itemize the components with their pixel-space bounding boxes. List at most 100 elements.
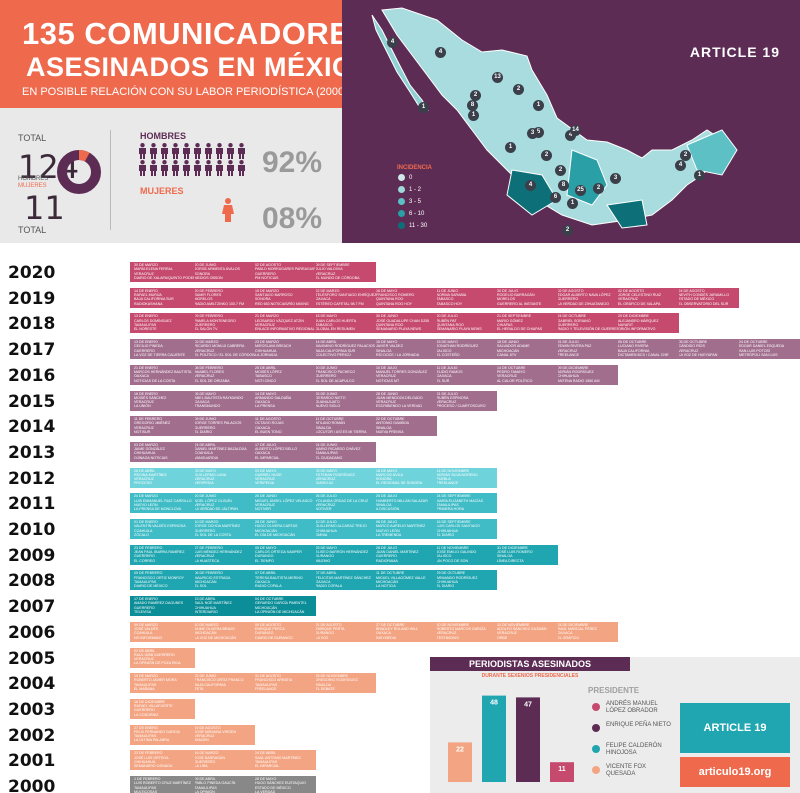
mujeres-count: 11 bbox=[24, 189, 65, 227]
entry-name: RICARDO MONLUI CABRERA bbox=[194, 344, 245, 349]
entry-state: TABASCO bbox=[315, 322, 333, 327]
entry-name: MARCO AURELIO MARTÍNEZ bbox=[376, 524, 426, 529]
entry-outlet: PROCESO / CUARTOSCURO bbox=[436, 404, 486, 409]
timeline-bar: 17 DE ENERO AMADO RAMÍREZ DAGUNES GUERRERO… bbox=[130, 596, 316, 617]
entry-outlet: SEMANARIO PLAYA NEWS bbox=[376, 327, 422, 332]
entry-state: OAXACA bbox=[255, 451, 270, 456]
journalist-entry: 05 DE OCTUBRE CÁNDIDO RÍOS VERACRUZ LA VOZ … bbox=[679, 340, 739, 357]
entry-outlet: LA ÚLTIMA PALABRA bbox=[134, 738, 170, 743]
entry-outlet: MEDIOS OBSON bbox=[194, 275, 223, 280]
entry-name: JOSÉ VALDÉS bbox=[134, 627, 159, 632]
entry-state: CHIHUAHUA bbox=[436, 528, 458, 533]
entry-date: 21 DE ENERO bbox=[134, 365, 158, 370]
entry-state: MICHOACÁN bbox=[497, 348, 519, 353]
journalist-entry: 28 DE JUNIO JUAN MENDOZA DELGADO VERACRUZ E… bbox=[376, 392, 436, 409]
map-marker: 6 bbox=[550, 192, 561, 203]
entry-name: ALEJANDRO MÁRQUEZ bbox=[618, 318, 659, 323]
entry-state: VERACRUZ bbox=[436, 400, 457, 405]
entry-date: 31 DE JULIO bbox=[436, 391, 458, 396]
journalist-entry: 19 DE MARZO ROBERTO JAVIER MORA TAMAULIPAS… bbox=[134, 674, 194, 691]
journalist-entry: 21 DE AGOSTO ENRIQUE PERTA DURANGO LA VOZ bbox=[316, 623, 376, 640]
journalist-entry: 06 DE MAYO ABEL BAUTISTA RAYMUNDO OAXACA TR… bbox=[195, 392, 255, 409]
map-marker: 3 bbox=[610, 173, 621, 184]
entry-date: 20 DE FEBRERO bbox=[194, 288, 223, 293]
entry-outlet: EL SOL DE LA COSTA bbox=[194, 532, 232, 537]
entry-outlet: EL DIARIO bbox=[436, 532, 455, 537]
entry-date: 05 DE MAYO bbox=[255, 545, 277, 550]
entry-outlet: EL SOL DE ACAPULCO bbox=[315, 378, 355, 383]
entry-state: MICHOACÁN bbox=[255, 528, 277, 533]
entry-state: TAMAULIPAS bbox=[255, 682, 278, 687]
man-icon bbox=[172, 160, 179, 176]
entry-state: NUEVO LEÓN bbox=[376, 528, 400, 533]
entry-state: BAJA CALIFORNIA SUR bbox=[134, 297, 174, 302]
entry-state: CHIAPAS bbox=[497, 322, 513, 327]
entry-state: ESTADO DE MÉXICO bbox=[678, 297, 715, 302]
timeline-bar: 21 DE ENERO MARCOS HERNÁNDEZ BAUTISTA OAXA… bbox=[130, 364, 618, 385]
timeline-bar: 19 DE MARZO ROBERTO JAVIER MORA TAMAULIPAS… bbox=[130, 673, 376, 694]
entry-outlet: RADIORAMA bbox=[376, 558, 398, 563]
entry-date: 11 DE OCTUBRE bbox=[376, 571, 405, 576]
entry-state: OAXACA bbox=[255, 425, 270, 430]
entry-state: TAMAULIPAS bbox=[315, 451, 338, 456]
entry-outlet: NOTICIAS MT bbox=[376, 378, 400, 383]
entry-state: GUERRERO bbox=[134, 348, 155, 353]
entry-outlet: DIARIO DE DURANGO bbox=[255, 635, 293, 640]
entry-state: JALISCO bbox=[436, 348, 452, 353]
journalist-entry: 09 DE FEBRERO FRANCISCO ORTIZ MONROY TAMAU… bbox=[134, 571, 194, 588]
entry-state: TAMAULIPAS bbox=[134, 579, 157, 584]
journalist-entry: 29 DE OCTUBRE ARMANDO RODRÍGUEZ CHIHUAHUA E… bbox=[437, 571, 497, 588]
entry-name: JUAN CARLOS HUERTA bbox=[315, 318, 357, 323]
journalist-entry: 18 DE JUNIO SALVADOR ADAME MICHOACÁN CANAL … bbox=[497, 340, 557, 357]
entry-name: LUIS ROBERTO CRUZ MARTÍNEZ bbox=[134, 781, 191, 786]
man-icon bbox=[139, 160, 146, 176]
journalist-entry: 03 DE MAYO GABRIEL HUGE VERACRUZ VERIPEDIA bbox=[255, 469, 315, 486]
entry-date: 24 DE MARZO bbox=[134, 494, 158, 499]
legend-label: 3 - 5 bbox=[409, 198, 422, 205]
entry-date: 15 DE MARZO bbox=[255, 288, 279, 293]
timeline-year: 2020 bbox=[0, 262, 128, 284]
entry-name: CECILIO PINEDA bbox=[134, 344, 163, 349]
entry-state: QUINTANA ROO bbox=[436, 322, 464, 327]
entry-date: 28 DE NOVIEMBRE bbox=[315, 674, 349, 679]
timeline-year: 2010 bbox=[0, 519, 128, 541]
website-link[interactable]: articulo19.org bbox=[680, 757, 790, 787]
journalist-entry: 14 DE ENERO RAFAEL MURÚA BAJA CALIFORNIA S… bbox=[134, 289, 194, 306]
timeline-year: 2006 bbox=[0, 621, 128, 644]
entry-state: VERACRUZ bbox=[134, 400, 154, 405]
entry-state: GUERRERO bbox=[557, 297, 579, 302]
total-label-2: TOTAL bbox=[18, 225, 47, 235]
entry-name: JOSÉ GUADALUPE CHAN DZIB bbox=[376, 318, 429, 323]
map-marker: 14 bbox=[570, 125, 581, 136]
entry-state: VERACRUZ bbox=[194, 554, 215, 559]
timeline-bar: 03 DE MARZO JAIME GONZÁLEZ CHIHUAHUA OJINAG… bbox=[130, 441, 376, 462]
entry-name: SAÚL NOÉ MARTÍNEZ bbox=[194, 601, 232, 606]
entry-date: 16 DE MARZO bbox=[194, 751, 219, 756]
entry-date: 10 DE NOVIEMBRE bbox=[436, 622, 470, 627]
entry-outlet: LA UNIÓN bbox=[134, 404, 151, 409]
map-marker: 5 bbox=[533, 127, 544, 138]
entry-date: 11 DE AGOSTO bbox=[255, 417, 281, 422]
entry-date: 14 DE MAYO bbox=[255, 391, 277, 396]
entry-date: 11 DE JULIO bbox=[436, 365, 458, 370]
entry-state: SONORA bbox=[376, 477, 392, 482]
presidents-title: PERIODISTAS ASESINADOS bbox=[430, 657, 630, 671]
entry-name: MOISÉS SÁNCHEZ bbox=[134, 395, 167, 400]
entry-date: 11 DE JUNIO bbox=[436, 288, 459, 293]
journalist-entry: 04 DE OCTUBRE GERARDO GARCÍA PIMENTEL MICH… bbox=[255, 597, 315, 614]
man-icon bbox=[150, 143, 157, 159]
journalist-entry: 03 DE MAYO GUILLERMO LUNA VERACRUZ VERIPEDI… bbox=[195, 469, 255, 486]
entry-name: JOSÉ EMILIO GALINDO bbox=[436, 549, 477, 554]
legend-label: 0 bbox=[409, 174, 413, 181]
entry-outlet: GUERRERO AL INSTANTE bbox=[497, 301, 542, 306]
entry-name: FRANCISCO PACHECO bbox=[315, 370, 356, 375]
journalist-entry: 05 DE MAYO CARLOS ORTEGA SAMPER DURANGO EL … bbox=[255, 546, 315, 563]
entry-outlet: RADIO Y TELEVISIÓN DE GUERRERO bbox=[557, 327, 618, 332]
entry-name: JULIO VALDIVIA bbox=[315, 267, 343, 272]
map-marker: 4 bbox=[435, 47, 446, 58]
entry-date: 02 DE ABRIL bbox=[134, 648, 156, 653]
entry-name: LUIS MÉNDEZ HERNÁNDEZ bbox=[194, 549, 243, 554]
entry-outlet: MILENIO bbox=[315, 558, 331, 563]
entry-name: BRADLEY ROLAND WILL bbox=[376, 627, 419, 632]
